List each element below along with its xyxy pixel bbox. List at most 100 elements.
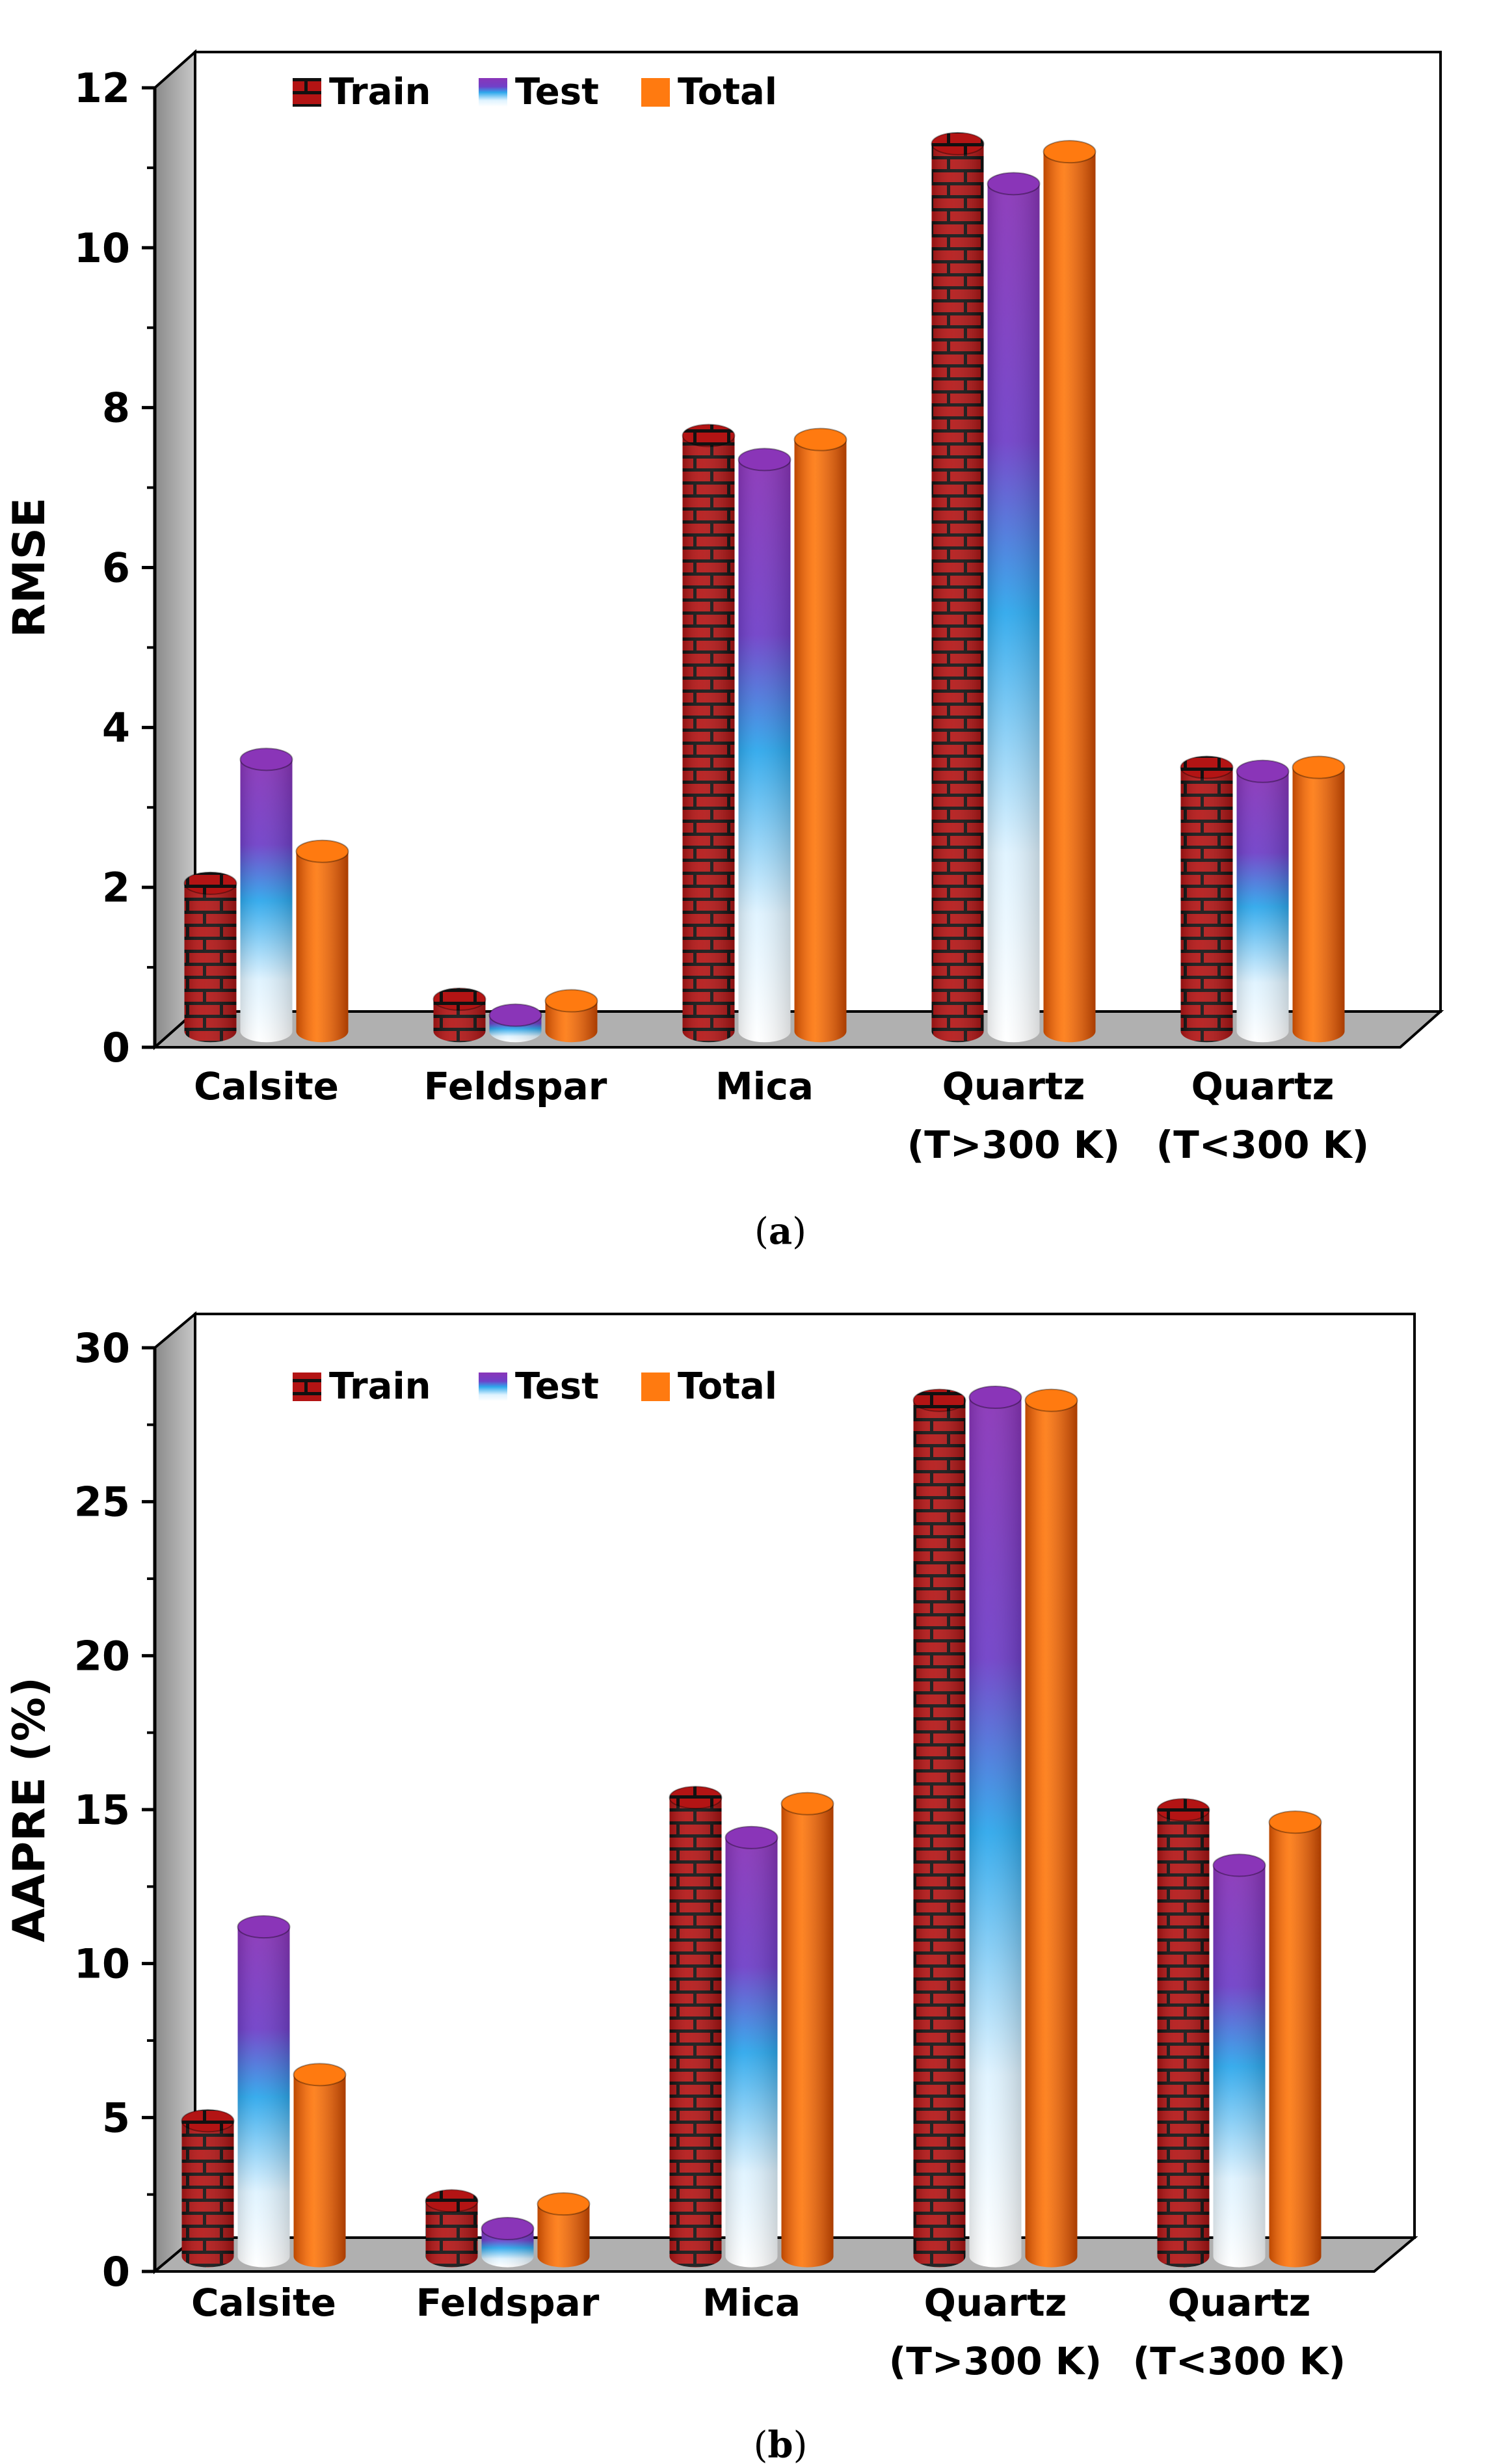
bar-top-cap <box>295 839 349 863</box>
bar-test-1 <box>481 2217 535 2268</box>
bar-shade <box>1043 152 1096 1043</box>
panel-caption: (b) <box>754 2424 808 2464</box>
category-label: Quartz <box>942 1064 1085 1108</box>
bar-shade <box>425 2201 478 2268</box>
category-label: Mica <box>702 2281 801 2325</box>
y-tick-label: 12 <box>74 64 130 112</box>
category-label: Quartz <box>1168 2281 1311 2325</box>
y-tick-label: 8 <box>102 384 130 432</box>
bar-top-cap <box>1236 759 1290 783</box>
bar-test-3 <box>987 172 1041 1043</box>
bar-shade <box>1157 1810 1210 2268</box>
bar-top-cap <box>682 423 736 448</box>
legend-item-test: Test <box>479 1365 599 1408</box>
bar-test-0 <box>237 1915 291 2268</box>
bar-total-4 <box>1292 755 1346 1043</box>
chart-panel-a: 0 2 4 6 8 10 12 RMSE Calsite Feldspar Mica Quartz (T… <box>4 49 1444 1253</box>
y-tick-label: 25 <box>74 1479 130 1526</box>
bar-top-cap <box>237 1915 291 1939</box>
bar-train-4 <box>1156 1798 1210 2268</box>
category-label: Calsite <box>194 1064 339 1108</box>
y-tick-label: 4 <box>102 704 130 751</box>
bar-total-2 <box>780 1791 834 2268</box>
bar-total-1 <box>537 2192 591 2268</box>
category-label: Quartz <box>924 2281 1067 2325</box>
bar-total-1 <box>544 989 598 1043</box>
bar-top-cap <box>987 172 1041 196</box>
legend-swatch <box>293 78 321 107</box>
bar-shade <box>433 999 486 1043</box>
bar-total-3 <box>1024 1388 1078 2268</box>
bar-total-0 <box>295 839 349 1043</box>
bar-shade <box>1236 771 1289 1043</box>
bar-test-4 <box>1236 759 1290 1043</box>
legend-item-train: Train <box>293 1365 431 1408</box>
bar-shade <box>1180 767 1233 1043</box>
y-tick-label: 0 <box>102 2248 130 2296</box>
bar-shade <box>1025 1400 1078 2268</box>
chart-panel-b: 0 5 10 15 20 25 30 AAPRE (%) Calsite Feldspar Mica… <box>4 1311 1418 2464</box>
bar-test-2 <box>737 448 791 1043</box>
bar-shade <box>237 1927 290 2268</box>
legend-label: Test <box>515 1365 599 1408</box>
legend-label: Total <box>678 1365 777 1408</box>
category-label: Feldspar <box>424 1064 607 1108</box>
legend-label: Train <box>329 1365 431 1408</box>
category-label-line2: (T<300 K) <box>1133 2339 1346 2383</box>
bar-top-cap <box>780 1791 834 1815</box>
bar-shade <box>293 2074 346 2268</box>
bar-test-0 <box>239 747 293 1043</box>
legend-label: Test <box>515 71 599 113</box>
bar-top-cap <box>737 448 791 472</box>
bar-train-4 <box>1180 755 1234 1043</box>
bar-train-2 <box>669 1786 723 2268</box>
bar-top-cap <box>1212 1853 1266 1877</box>
bar-total-3 <box>1043 140 1096 1043</box>
category-label: Feldspar <box>416 2281 600 2325</box>
bar-top-cap <box>537 2192 591 2216</box>
bar-test-1 <box>488 1003 542 1043</box>
bar-test-2 <box>724 1825 778 2268</box>
bar-train-2 <box>682 423 736 1043</box>
bar-shade <box>794 439 847 1043</box>
bar-train-3 <box>912 1388 966 2268</box>
bar-top-cap <box>1024 1388 1078 1412</box>
bar-top-cap <box>669 1786 723 1810</box>
bar-total-4 <box>1268 1810 1322 2268</box>
bar-shade <box>725 1837 778 2268</box>
y-axis-title: RMSE <box>4 498 55 637</box>
bar-top-cap <box>481 2217 535 2240</box>
bar-top-cap <box>181 2109 235 2133</box>
bar-shade <box>296 851 349 1043</box>
panel-label: b <box>767 2424 793 2464</box>
y-tick-label: 10 <box>74 224 130 272</box>
legend-item-train: Train <box>293 71 431 113</box>
y-axis-title: AAPRE (%) <box>4 1677 55 1942</box>
category-label-line2: (T<300 K) <box>1156 1123 1369 1167</box>
y-tick-label: 0 <box>102 1024 130 1071</box>
category-label-line2: (T>300 K) <box>907 1123 1120 1167</box>
bar-top-cap <box>912 1388 966 1412</box>
bar-total-2 <box>793 427 847 1043</box>
y-tick-label: 6 <box>102 544 130 592</box>
legend-swatch <box>479 1373 507 1401</box>
panel-caption: (a) <box>754 1210 806 1253</box>
bar-shade <box>1292 767 1345 1043</box>
bar-train-0 <box>183 871 237 1043</box>
bar-shade <box>181 2121 234 2268</box>
bar-shade <box>1213 1865 1266 2268</box>
bar-test-3 <box>968 1386 1022 2268</box>
legend-label: Train <box>329 71 431 113</box>
bar-top-cap <box>793 427 847 451</box>
bar-top-cap <box>1043 140 1096 164</box>
bar-shade <box>987 183 1040 1043</box>
legend-item-total: Total <box>641 71 777 113</box>
legend-swatch <box>641 78 670 107</box>
bar-top-cap <box>488 1003 542 1027</box>
bar-shade <box>931 143 984 1043</box>
bar-top-cap <box>931 131 985 155</box>
bar-shade <box>184 883 237 1043</box>
bar-shade <box>240 759 293 1043</box>
bar-shade <box>537 2204 590 2268</box>
